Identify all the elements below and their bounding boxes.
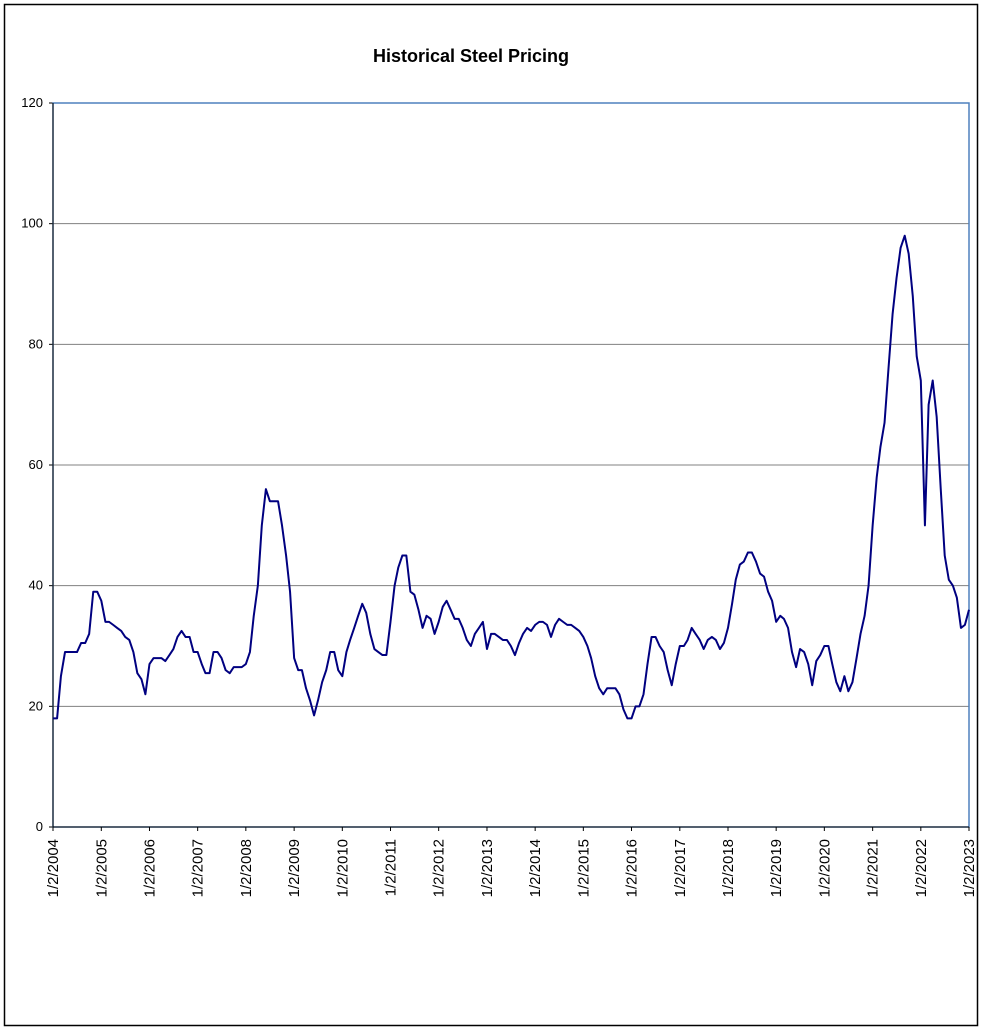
x-tick-label: 1/2/2014 (527, 839, 544, 897)
chart-border (3, 3, 979, 1027)
x-tick-label: 1/2/2012 (431, 839, 448, 897)
x-tick-label: 1/2/2020 (816, 839, 833, 897)
x-tick-label: 1/2/2005 (93, 839, 110, 897)
y-tick-label: 120 (21, 95, 43, 110)
y-tick-label: 20 (29, 698, 43, 713)
x-tick-label: 1/2/2016 (624, 839, 641, 897)
x-tick-label: 1/2/2006 (141, 839, 158, 897)
y-tick-label: 100 (21, 216, 43, 231)
x-tick-label: 1/2/2019 (768, 839, 785, 897)
chart-title: Historical Steel Pricing (373, 46, 569, 66)
x-tick-label: 1/2/2023 (961, 839, 978, 897)
x-tick-label: 1/2/2015 (575, 839, 592, 897)
x-tick-label: 1/2/2011 (382, 839, 399, 896)
x-tick-label: 1/2/2022 (913, 839, 930, 897)
price-line (53, 234, 970, 720)
y-tick-label: 0 (36, 819, 43, 834)
x-tick-label: 1/2/2007 (190, 839, 207, 897)
x-tick-label: 1/2/2010 (334, 839, 351, 897)
x-tick-label: 1/2/2004 (45, 839, 62, 897)
y-tick-label: 80 (29, 336, 43, 351)
x-tick-label: 1/2/2009 (286, 839, 303, 897)
x-tick-label: 1/2/2021 (865, 839, 882, 897)
y-tick-label: 40 (29, 578, 43, 593)
x-tick-label: 1/2/2008 (238, 839, 255, 897)
x-tick-label: 1/2/2013 (479, 839, 496, 897)
y-tick-label: 60 (29, 457, 43, 472)
x-tick-label: 1/2/2017 (672, 839, 689, 897)
x-tick-label: 1/2/2018 (720, 839, 737, 897)
